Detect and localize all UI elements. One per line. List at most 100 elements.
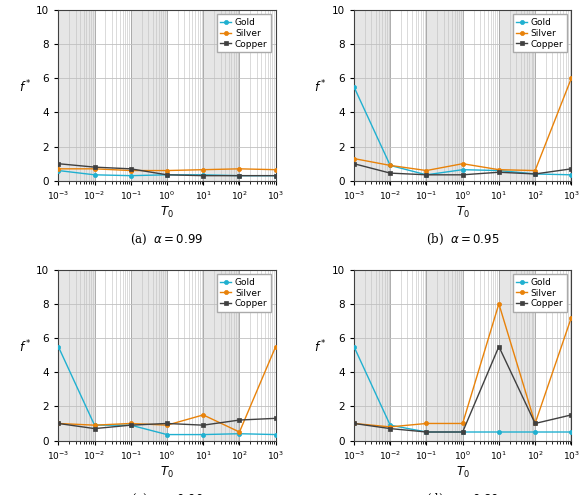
Text: (b)  $\alpha = 0.95$: (b) $\alpha = 0.95$: [426, 232, 500, 247]
Silver: [387, 162, 394, 168]
Silver: [350, 155, 357, 161]
Copper: [387, 426, 394, 432]
Gold: [532, 171, 539, 177]
Copper: [163, 420, 170, 426]
Silver: [532, 168, 539, 174]
Gold: [423, 172, 430, 178]
Bar: [203, 270, 240, 441]
X-axis label: $T_0$: $T_0$: [456, 205, 469, 220]
Gold: [200, 432, 207, 438]
Y-axis label: $f^*$: $f^*$: [19, 339, 31, 355]
Bar: [426, 10, 463, 181]
Gold: [163, 432, 170, 438]
Silver: [163, 168, 170, 174]
Copper: [496, 169, 503, 175]
Text: (a)  $\alpha = 0.99$: (a) $\alpha = 0.99$: [131, 232, 203, 247]
Copper: [568, 166, 575, 172]
Gold: [568, 429, 575, 435]
Silver: [568, 75, 575, 81]
Gold: [496, 429, 503, 435]
Line: Silver: Silver: [56, 345, 278, 434]
Copper: [496, 344, 503, 349]
Gold: [91, 422, 98, 428]
Bar: [499, 10, 535, 181]
Copper: [350, 161, 357, 167]
Copper: [91, 426, 98, 432]
X-axis label: $T_0$: $T_0$: [160, 205, 174, 220]
Legend: Gold, Silver, Copper: Gold, Silver, Copper: [512, 14, 567, 52]
Silver: [91, 166, 98, 172]
Silver: [55, 166, 62, 172]
Line: Silver: Silver: [56, 167, 278, 173]
X-axis label: $T_0$: $T_0$: [160, 465, 174, 480]
Gold: [163, 172, 170, 178]
Y-axis label: $f^*$: $f^*$: [19, 79, 31, 96]
Copper: [423, 172, 430, 178]
Silver: [200, 167, 207, 173]
Copper: [272, 173, 279, 179]
Gold: [423, 429, 430, 435]
Silver: [91, 422, 98, 428]
Gold: [350, 84, 357, 90]
Silver: [532, 420, 539, 426]
Legend: Gold, Silver, Copper: Gold, Silver, Copper: [512, 274, 567, 312]
Bar: [499, 270, 535, 441]
Copper: [350, 420, 357, 426]
Copper: [459, 172, 466, 178]
Bar: [131, 270, 167, 441]
Text: (d)  $\alpha = 0.80$: (d) $\alpha = 0.80$: [426, 492, 499, 495]
Gold: [350, 344, 357, 349]
Y-axis label: $f^*$: $f^*$: [314, 339, 327, 355]
Copper: [163, 172, 170, 178]
Copper: [127, 166, 134, 172]
Line: Copper: Copper: [352, 162, 574, 177]
Copper: [532, 420, 539, 426]
Gold: [387, 422, 394, 428]
Silver: [496, 301, 503, 307]
Gold: [200, 172, 207, 178]
Gold: [568, 172, 575, 178]
Gold: [496, 168, 503, 174]
Gold: [55, 168, 62, 174]
Line: Copper: Copper: [56, 416, 278, 431]
Bar: [131, 10, 167, 181]
Silver: [350, 420, 357, 426]
Silver: [236, 166, 243, 172]
Line: Gold: Gold: [352, 85, 574, 177]
Y-axis label: $f^*$: $f^*$: [314, 79, 327, 96]
Silver: [459, 420, 466, 426]
Silver: [387, 424, 394, 430]
Line: Silver: Silver: [352, 302, 574, 429]
Silver: [200, 412, 207, 418]
Gold: [127, 422, 134, 428]
Gold: [127, 173, 134, 179]
Gold: [272, 432, 279, 438]
Silver: [127, 420, 134, 426]
Bar: [354, 270, 390, 441]
Copper: [55, 420, 62, 426]
Copper: [272, 415, 279, 421]
Copper: [55, 161, 62, 167]
Silver: [272, 167, 279, 173]
Copper: [387, 170, 394, 176]
Gold: [387, 162, 394, 168]
Gold: [91, 172, 98, 178]
Silver: [459, 161, 466, 167]
Text: (c)  $\alpha = 0.90$: (c) $\alpha = 0.90$: [131, 492, 203, 495]
Silver: [163, 422, 170, 428]
Legend: Gold, Silver, Copper: Gold, Silver, Copper: [217, 274, 271, 312]
Line: Silver: Silver: [352, 76, 574, 173]
Copper: [91, 164, 98, 170]
Copper: [127, 422, 134, 428]
Legend: Gold, Silver, Copper: Gold, Silver, Copper: [217, 14, 271, 52]
Copper: [200, 422, 207, 428]
Gold: [532, 429, 539, 435]
Bar: [426, 270, 463, 441]
Silver: [496, 167, 503, 173]
Copper: [532, 171, 539, 177]
X-axis label: $T_0$: $T_0$: [456, 465, 469, 480]
Gold: [236, 431, 243, 437]
Silver: [423, 168, 430, 174]
Gold: [236, 173, 243, 179]
Line: Gold: Gold: [352, 345, 574, 434]
